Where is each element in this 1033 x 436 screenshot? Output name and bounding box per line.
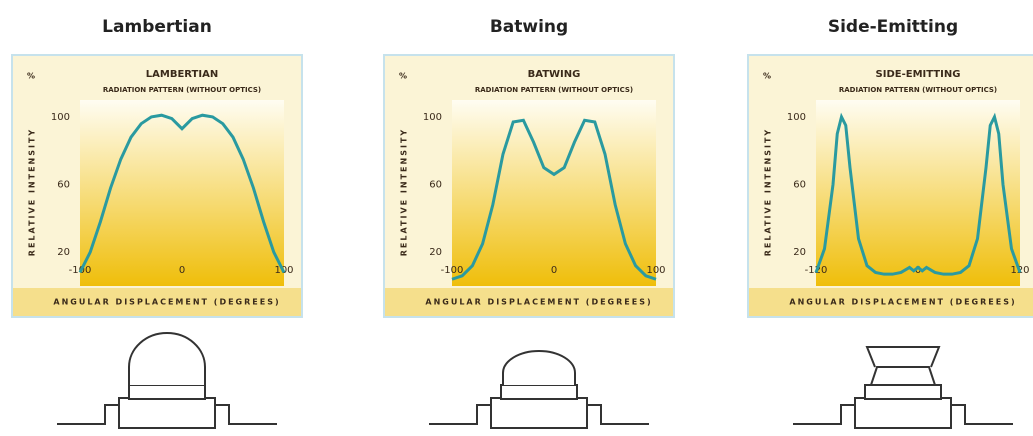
- plot-glow: [816, 100, 1020, 286]
- led-body: [128, 384, 206, 400]
- y-unit: %: [27, 72, 37, 81]
- x-label-strip: [749, 288, 1033, 316]
- x-axis-label: ANGULAR DISPLACEMENT (DEGREES): [789, 298, 1016, 307]
- led-lens: [502, 350, 576, 385]
- led-lead: [57, 404, 277, 425]
- y-tick-label: 20: [793, 247, 806, 258]
- y-tick-label: 60: [429, 180, 442, 191]
- y-axis-label: RELATIVE INTENSITY: [764, 128, 773, 256]
- panel-heading: Side-Emitting: [828, 17, 958, 37]
- led-base: [118, 397, 216, 429]
- y-axis-label: RELATIVE INTENSITY: [400, 128, 409, 256]
- x-label-strip: [385, 288, 673, 316]
- led-lead: [429, 404, 649, 425]
- y-tick-label: 20: [429, 247, 442, 258]
- intensity-line: [451, 118, 657, 281]
- plot-glow: [80, 100, 284, 286]
- led-lead: [793, 404, 1013, 425]
- chart-title: LAMBERTIAN: [146, 69, 218, 80]
- x-axis-label: ANGULAR DISPLACEMENT (DEGREES): [425, 298, 652, 307]
- panel-heading: Lambertian: [102, 17, 212, 37]
- y-tick-label: 100: [51, 112, 70, 123]
- led-lens: [865, 346, 941, 386]
- y-tick-label: 60: [793, 180, 806, 191]
- chart-subtitle: RADIATION PATTERN (WITHOUT OPTICS): [839, 86, 997, 94]
- y-axis-label: RELATIVE INTENSITY: [28, 128, 37, 256]
- x-label-strip: [13, 288, 301, 316]
- plot-glow: [452, 100, 656, 286]
- y-tick-label: 60: [57, 180, 70, 191]
- y-tick-label: 100: [787, 112, 806, 123]
- y-unit: %: [763, 72, 773, 81]
- y-tick-label: 20: [57, 247, 70, 258]
- panel-heading: Batwing: [490, 17, 568, 37]
- chart-title: SIDE-EMITTING: [876, 69, 961, 80]
- chart-subtitle: RADIATION PATTERN (WITHOUT OPTICS): [103, 86, 261, 94]
- intensity-line: [814, 112, 1022, 276]
- y-unit: %: [399, 72, 409, 81]
- chart-subtitle: RADIATION PATTERN (WITHOUT OPTICS): [475, 86, 633, 94]
- y-tick-label: 100: [423, 112, 442, 123]
- intensity-line: [78, 113, 286, 274]
- chart-title: BATWING: [528, 69, 581, 80]
- x-tick-label: 0: [915, 265, 921, 276]
- x-tick-label: 100: [646, 265, 665, 276]
- x-tick-label: 0: [179, 265, 185, 276]
- led-lens: [128, 332, 206, 385]
- led-body: [500, 384, 578, 400]
- x-axis-label: ANGULAR DISPLACEMENT (DEGREES): [53, 298, 280, 307]
- led-base: [490, 397, 588, 429]
- x-tick-label: 0: [551, 265, 557, 276]
- led-body: [864, 384, 942, 400]
- led-base: [854, 397, 952, 429]
- x-tick-label: -100: [441, 265, 464, 276]
